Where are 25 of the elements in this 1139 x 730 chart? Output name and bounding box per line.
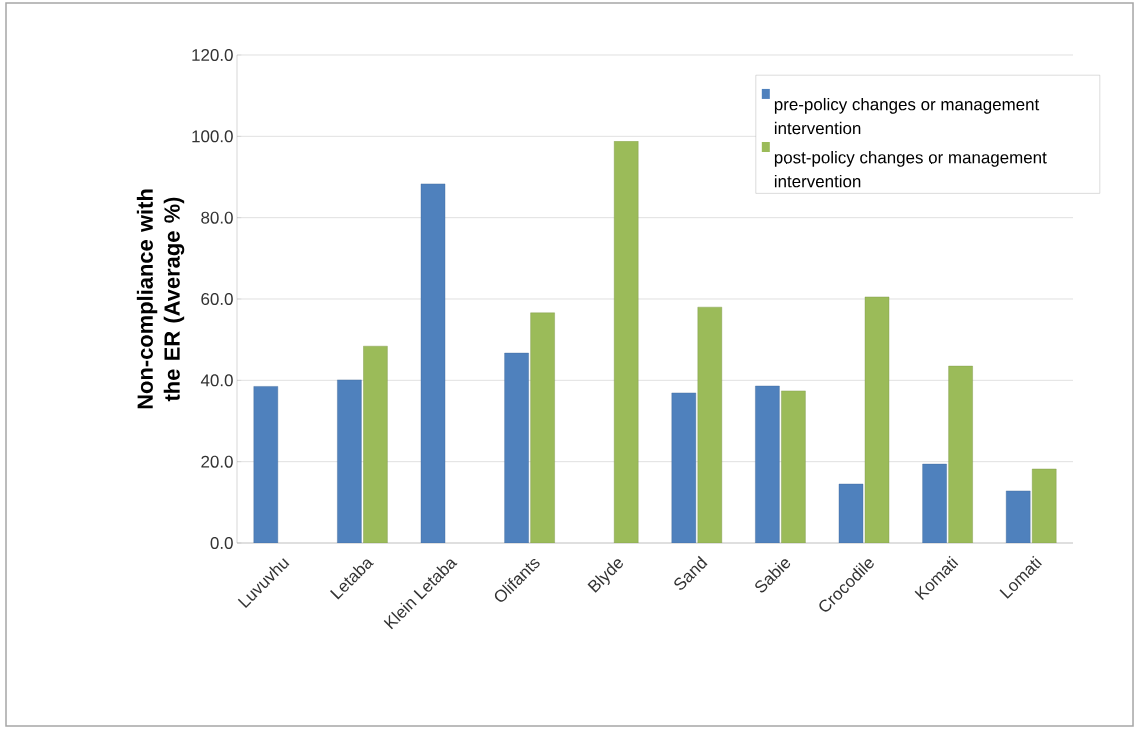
bar bbox=[1006, 490, 1031, 543]
y-tick-label: 20.0 bbox=[201, 455, 233, 468]
bar bbox=[755, 385, 780, 543]
bar bbox=[1032, 468, 1057, 543]
bar bbox=[864, 296, 890, 543]
bar bbox=[363, 345, 388, 543]
bar bbox=[530, 312, 555, 543]
bar bbox=[781, 390, 806, 543]
bar bbox=[337, 379, 362, 543]
bar bbox=[697, 306, 722, 543]
bar bbox=[671, 392, 696, 543]
y-tick-label: 100.0 bbox=[192, 130, 233, 143]
y-tick-label: 80.0 bbox=[201, 211, 233, 224]
y-tick-label: 60.0 bbox=[201, 293, 233, 305]
bar bbox=[420, 183, 446, 543]
y-tick-label: 0.0 bbox=[210, 537, 233, 549]
y-tick-label: 120.0 bbox=[192, 49, 233, 61]
bar bbox=[253, 386, 278, 543]
y-axis-title: Non-compliance with the ER (Average %) bbox=[136, 189, 185, 409]
legend-label: post-policy changes or management intervention bbox=[774, 151, 1047, 188]
bar bbox=[922, 463, 947, 543]
bar bbox=[948, 365, 973, 543]
bar bbox=[614, 141, 639, 543]
y-tick-label: 40.0 bbox=[200, 374, 233, 387]
bar bbox=[504, 352, 529, 543]
